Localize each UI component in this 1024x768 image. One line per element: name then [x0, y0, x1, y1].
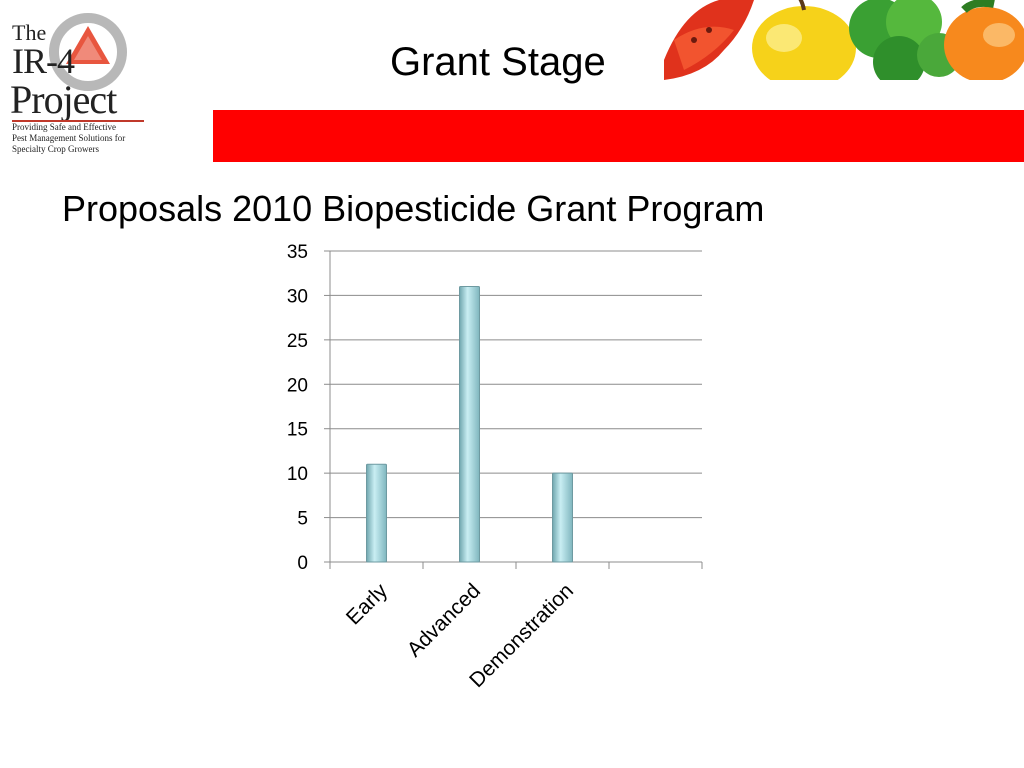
- fruit-banner-icon: [664, 0, 1024, 80]
- y-tick-label: 15: [287, 420, 308, 441]
- x-category-label: Early: [342, 579, 392, 629]
- x-category-label: Advanced: [403, 579, 485, 661]
- logo-tagline: Providing Safe and Effective Pest Manage…: [12, 122, 126, 154]
- logo-text-ir4: IR-4: [12, 41, 75, 81]
- logo-underline: [12, 120, 144, 122]
- y-tick-label: 35: [287, 242, 308, 263]
- bar: [366, 463, 387, 563]
- bar: [552, 472, 573, 563]
- page-title: Grant Stage: [390, 40, 606, 84]
- fruit-banner-image: [664, 0, 1024, 80]
- header-accent-bar: [213, 110, 1024, 162]
- y-tick-label: 20: [287, 375, 308, 396]
- ir4-logo: The IR-4 Project Providing Safe and Effe…: [8, 10, 158, 155]
- y-tick-label: 30: [287, 286, 308, 307]
- y-tick-label: 5: [297, 509, 308, 530]
- y-tick-label: 0: [297, 553, 308, 574]
- ir4-logo-mark-icon: [49, 13, 127, 91]
- slide-subtitle: Proposals 2010 Biopesticide Grant Progra…: [62, 188, 765, 229]
- logo-text-the: The: [12, 20, 47, 45]
- y-tick-label: 25: [287, 331, 308, 352]
- logo-text-project: Project: [10, 77, 117, 122]
- bar: [459, 286, 480, 563]
- y-tick-label: 10: [287, 464, 308, 485]
